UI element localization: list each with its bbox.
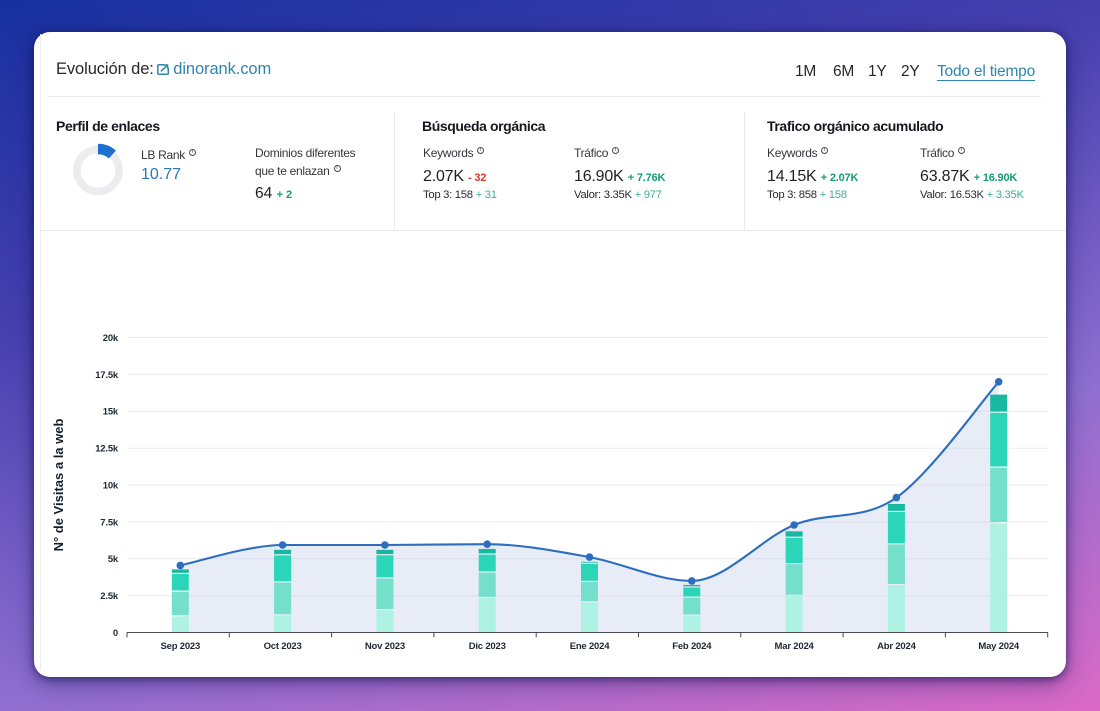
svg-text:May 2024: May 2024 (978, 641, 1020, 652)
svg-text:Nov 2023: Nov 2023 (365, 641, 405, 652)
svg-text:N° de Visitas a la web: N° de Visitas a la web (51, 419, 66, 552)
svg-text:7.5k: 7.5k (100, 517, 119, 528)
svg-text:Abr 2024: Abr 2024 (877, 641, 916, 652)
svg-text:12.5k: 12.5k (95, 444, 119, 455)
svg-text:0: 0 (113, 628, 118, 639)
svg-text:Ene 2024: Ene 2024 (570, 641, 611, 652)
svg-text:Mar 2024: Mar 2024 (775, 641, 815, 652)
svg-text:17.5k: 17.5k (95, 370, 119, 381)
svg-text:5k: 5k (108, 554, 119, 565)
svg-text:Oct 2023: Oct 2023 (264, 641, 302, 652)
svg-text:10k: 10k (103, 480, 119, 491)
svg-text:20k: 20k (103, 333, 119, 344)
svg-text:Dic 2023: Dic 2023 (469, 641, 506, 652)
svg-text:Feb 2024: Feb 2024 (672, 641, 712, 652)
svg-text:Sep 2023: Sep 2023 (160, 641, 200, 652)
svg-text:2.5k: 2.5k (100, 591, 119, 602)
svg-text:15k: 15k (103, 407, 119, 418)
